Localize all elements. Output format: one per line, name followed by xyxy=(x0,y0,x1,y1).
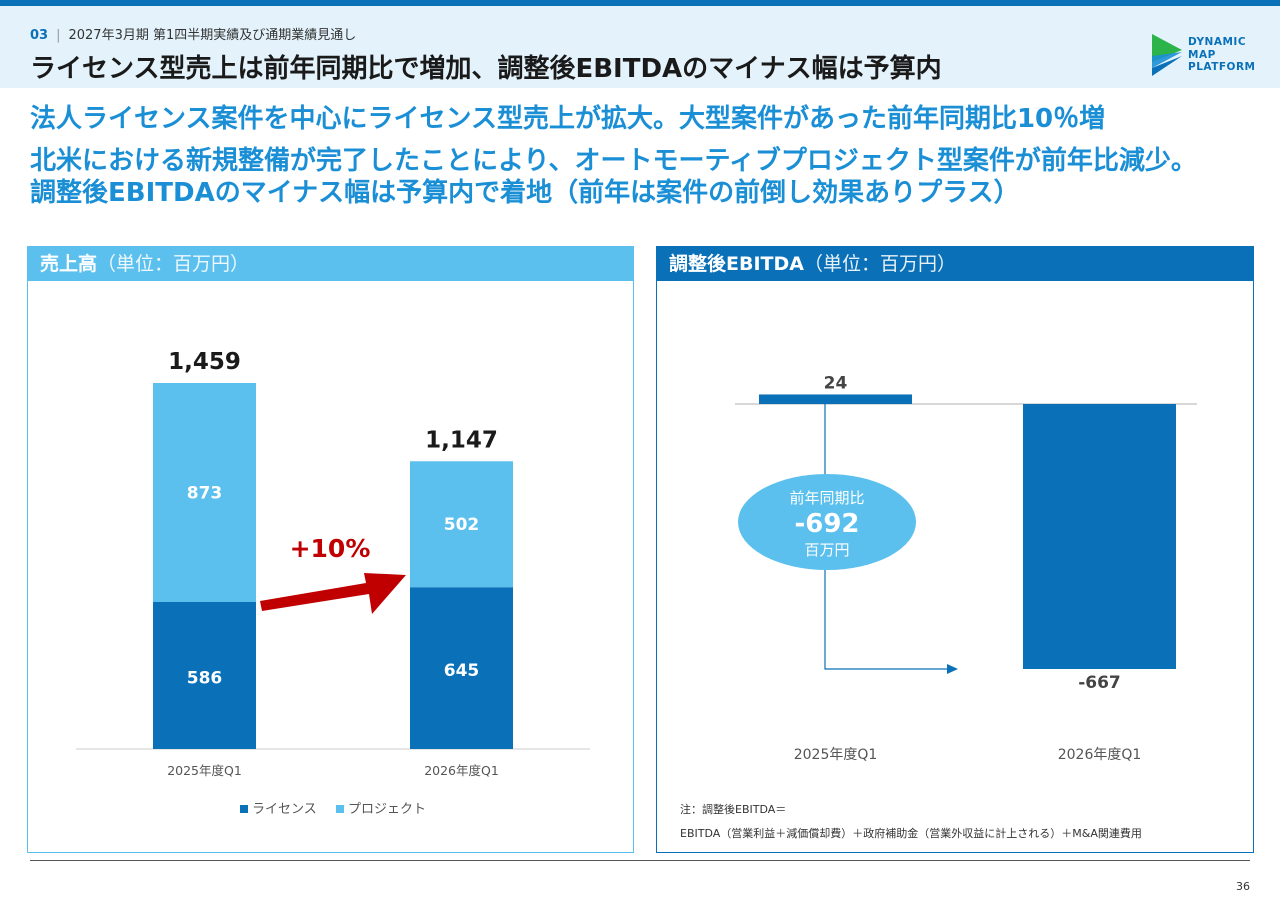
ebitda-bar-1 xyxy=(759,394,912,404)
change-callout-caption: 前年同期比 xyxy=(789,489,864,507)
revenue-panel-unit: （単位：百万円） xyxy=(97,253,250,275)
growth-annotation: +10% xyxy=(290,534,371,563)
footer-divider xyxy=(30,860,1250,861)
breadcrumb-separator: | xyxy=(56,28,61,43)
ebitda-x-tick-label-2: 2026年度Q1 xyxy=(1058,747,1142,763)
ebitda-bar-2 xyxy=(1023,404,1176,669)
x-tick-label-1: 2025年度Q1 xyxy=(167,763,242,778)
change-callout-value: -692 xyxy=(794,509,859,539)
logo-text: DYNAMIC MAP PLATFORM xyxy=(1188,36,1256,73)
ebitda-panel: 調整後EBITDA（単位：百万円） 24 2025年度Q1 -667 2026年度Q1… xyxy=(656,246,1254,853)
ebitda-value-label-1: 24 xyxy=(824,373,848,393)
lead-line-1: 法人ライセンス案件を中心にライセンス型売上が拡大。大型案件があった前年同期比10… xyxy=(30,104,1106,134)
ebitda-value-label-2: -667 xyxy=(1078,673,1121,693)
legend-label-project: プロジェクト xyxy=(348,802,426,817)
revenue-panel-header: 売上高（単位：百万円） xyxy=(28,247,633,281)
revenue-panel-title: 売上高 xyxy=(40,253,98,275)
bar-project-2 xyxy=(410,461,513,588)
ebitda-x-tick-label-1: 2025年度Q1 xyxy=(794,747,878,763)
change-callout-ellipse xyxy=(738,474,916,570)
change-arrowhead-icon xyxy=(947,664,958,674)
x-tick-label-2: 2026年度Q1 xyxy=(424,763,499,778)
footnote-line-2: EBITDA（営業利益＋減価償却費）＋政府補助金（営業外収益に計上される）＋M&… xyxy=(680,827,1142,840)
section-number: 03 xyxy=(30,28,49,43)
page-number: 36 xyxy=(1236,880,1250,893)
bar-project-1 xyxy=(153,383,256,602)
bar-license-2 xyxy=(410,587,513,749)
lead-line-3: 調整後EBITDAのマイナス幅は予算内で着地（前年は案件の前倒し効果ありプラス） xyxy=(30,178,1020,208)
legend-swatch-project xyxy=(336,805,344,813)
legend-label-license: ライセンス xyxy=(252,802,317,817)
revenue-chart: 586 873 1,459 2025年度Q1 645 502 1,147 2026年度Q1 +1… xyxy=(76,349,590,817)
ebitda-panel-title: 調整後EBITDA xyxy=(669,253,804,275)
top-accent-bar xyxy=(0,0,1280,6)
total-label-1: 1,459 xyxy=(168,349,241,375)
logo-mark-icon xyxy=(1152,34,1182,76)
data-label-project-1: 873 xyxy=(187,483,223,503)
page-title: ライセンス型売上は前年同期比で増加、調整後EBITDAのマイナス幅は予算内 xyxy=(30,54,942,84)
ebitda-panel-header: 調整後EBITDA（単位：百万円） xyxy=(657,247,1253,281)
bar-license-1 xyxy=(153,601,256,749)
data-label-license-1: 586 xyxy=(187,668,223,688)
data-label-license-2: 645 xyxy=(444,661,480,681)
data-label-project-2: 502 xyxy=(444,515,480,535)
change-callout-unit: 百万円 xyxy=(804,541,849,559)
revenue-panel: 売上高（単位：百万円） 586 873 1,459 2025年度Q1 645 502 1,1… xyxy=(27,246,634,853)
breadcrumb-text: 2027年3月期 第1四半期実績及び通期業績見通し xyxy=(68,28,357,43)
breadcrumb: 03 | 2027年3月期 第1四半期実績及び通期業績見通し xyxy=(30,24,356,43)
company-logo: DYNAMIC MAP PLATFORM xyxy=(1152,34,1262,78)
ebitda-panel-unit: （単位：百万円） xyxy=(803,253,956,275)
total-label-2: 1,147 xyxy=(425,427,498,453)
legend-swatch-license xyxy=(240,805,248,813)
slide-header: 03 | 2027年3月期 第1四半期実績及び通期業績見通し ライセンス型売上は前年… xyxy=(0,6,1280,88)
ebitda-chart: 24 2025年度Q1 -667 2026年度Q1 前年同期比 -692 百万円 xyxy=(735,373,1197,763)
footnote-line-1: 注：調整後EBITDA＝ xyxy=(680,803,787,816)
lead-line-2: 北米における新規整備が完了したことにより、オートモーティブプロジェクト型案件が前… xyxy=(30,146,1197,176)
growth-arrow-icon xyxy=(260,573,406,614)
